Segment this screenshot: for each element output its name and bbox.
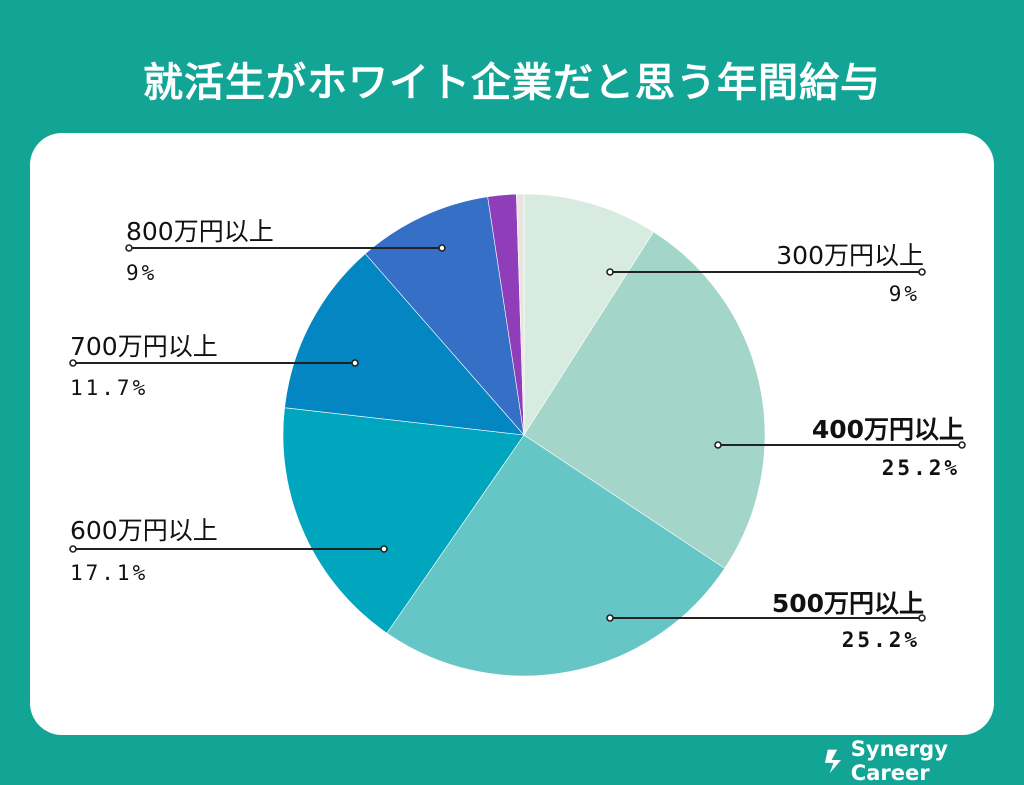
leader-dot-3-inner — [606, 614, 614, 622]
leader-dot-4-outer — [69, 545, 77, 553]
synergy-leaf-icon — [824, 749, 842, 774]
brand-logo: Synergy Career — [824, 737, 1024, 785]
pie-chart: 300万円以上 9% 400万円以上 25.2% 500万円以上 25.2% 600万円以上… — [69, 193, 966, 677]
slice-label-5: 700万円以上 — [70, 332, 218, 361]
slice-label-2: 400万円以上 — [812, 415, 964, 444]
pie-slice-6 — [364, 196, 525, 436]
pie-slice-3 — [386, 434, 726, 677]
slice-label-6: 800万円以上 — [126, 217, 274, 246]
leader-dot-5-outer — [69, 359, 77, 367]
leader-dot-2-inner — [714, 441, 722, 449]
pie-slice-1 — [523, 193, 655, 437]
leader-dot-1-outer — [918, 268, 926, 276]
slice-value-4: 17.1% — [70, 561, 148, 585]
leader-dot-4-inner — [380, 545, 388, 553]
slice-value-2: 25.2% — [882, 456, 960, 480]
pie-slice-5 — [284, 253, 525, 436]
pie-slice-8 — [516, 193, 525, 436]
chart-title: 就活生がホワイト企業だと思う年間給与 — [143, 60, 881, 106]
slice-value-5: 11.7% — [70, 376, 148, 400]
leader-dot-2-outer — [958, 441, 966, 449]
leader-dot-5-inner — [351, 359, 359, 367]
slice-label-4: 600万円以上 — [70, 516, 218, 545]
pie-slice-4 — [282, 407, 525, 634]
slice-value-3: 25.2% — [842, 628, 920, 652]
brand-name: Synergy Career — [850, 737, 948, 785]
leader-dot-6-outer — [125, 244, 133, 252]
slice-label-1: 300万円以上 — [776, 241, 924, 270]
slice-label-3: 500万円以上 — [772, 589, 924, 618]
slice-value-6: 9% — [126, 261, 157, 285]
pie-slice-2 — [523, 231, 766, 569]
leader-dot-1-inner — [606, 268, 614, 276]
slice-value-1: 9% — [889, 282, 920, 306]
leader-dot-3-outer — [918, 614, 926, 622]
leader-dot-6-inner — [438, 244, 446, 252]
chart-card: 300万円以上 9% 400万円以上 25.2% 500万円以上 25.2% 600万円以上… — [30, 133, 994, 735]
